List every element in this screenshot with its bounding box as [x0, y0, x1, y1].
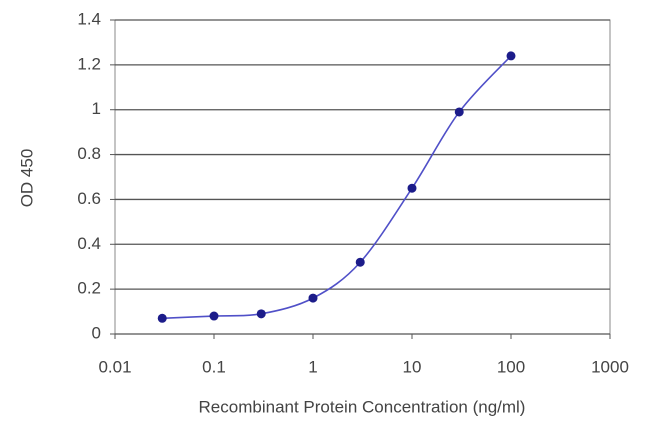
data-point: [209, 311, 219, 321]
data-point: [355, 257, 365, 267]
data-point: [157, 313, 167, 323]
y-tick-label: 0.2: [77, 279, 101, 298]
x-tick-label: 10: [403, 357, 422, 376]
x-tick-label: 0.01: [98, 357, 131, 376]
y-tick-label: 0.4: [77, 234, 101, 253]
y-tick-label: 1.4: [77, 9, 101, 28]
data-point: [256, 309, 266, 319]
y-tick-label: 0: [92, 323, 101, 342]
x-tick-label: 1: [308, 357, 317, 376]
x-tick-label: 100: [497, 357, 525, 376]
x-axis-label: Recombinant Protein Concentration (ng/ml…: [199, 397, 526, 416]
y-tick-label: 0.6: [77, 189, 101, 208]
y-tick-label: 0.8: [77, 144, 101, 163]
data-point: [308, 293, 318, 303]
data-point: [407, 183, 417, 193]
x-tick-label: 0.1: [202, 357, 226, 376]
data-point: [454, 107, 464, 117]
y-tick-label: 1.2: [77, 54, 101, 73]
data-point: [506, 51, 516, 61]
y-axis-label: OD 450: [17, 149, 36, 208]
plot-area: [114, 19, 611, 335]
x-tick-label: 1000: [591, 357, 629, 376]
y-tick-label: 1: [92, 99, 101, 118]
